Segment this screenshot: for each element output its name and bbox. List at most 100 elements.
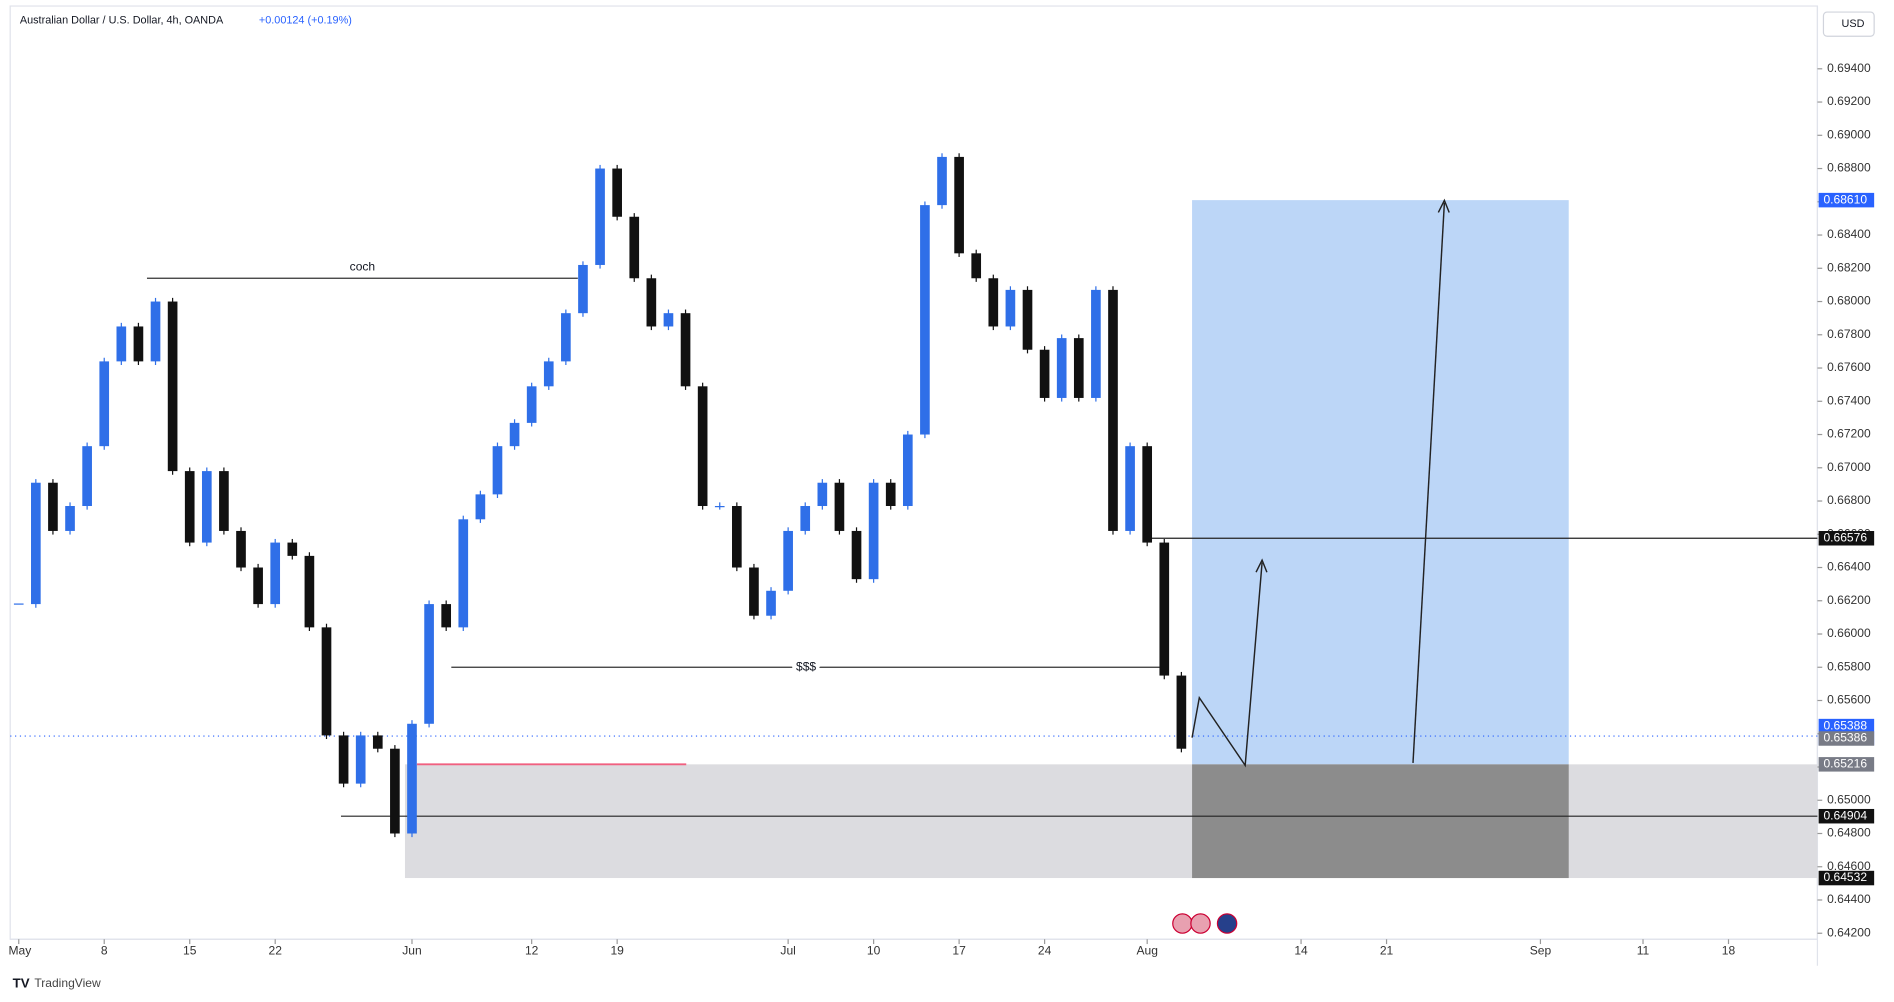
price-change: +0.00124 (+0.19%) (259, 14, 352, 26)
candle (355, 735, 366, 784)
x-tick-label: 14 (1294, 943, 1308, 957)
candle (937, 156, 947, 206)
price-tag-label: 0.65386 (1823, 731, 1867, 745)
candle (338, 735, 349, 784)
candle (629, 216, 640, 279)
candle (817, 482, 828, 507)
event-icons (1172, 913, 1238, 934)
candle (1091, 289, 1101, 398)
arrow-head (1437, 198, 1450, 213)
candle (1056, 338, 1067, 398)
y-tick-label: 0.65000 (1827, 792, 1871, 806)
candle (543, 361, 554, 387)
candle (920, 205, 930, 435)
annotation-label: $$$ (796, 659, 816, 673)
candle (133, 326, 144, 362)
price-tag (1818, 808, 1875, 824)
candle (441, 604, 452, 628)
y-tick-label: 0.68800 (1827, 161, 1871, 175)
x-tick-label: 21 (1380, 943, 1394, 957)
y-tick-label: 0.68000 (1827, 294, 1871, 308)
event-icon[interactable] (1216, 913, 1238, 934)
candle (1108, 289, 1118, 531)
arrow-path (1412, 202, 1446, 764)
y-tick-label: 0.67200 (1827, 427, 1871, 441)
candle (663, 313, 674, 327)
y-tick-label: 0.66800 (1827, 493, 1871, 507)
price-tag (1818, 731, 1875, 746)
candle (287, 542, 298, 556)
candle (714, 506, 725, 508)
candle (1142, 446, 1153, 543)
price-tag-label: 0.64904 (1823, 808, 1867, 822)
price-tag-label: 0.65388 (1823, 718, 1867, 732)
event-icon[interactable] (1172, 913, 1193, 934)
candle (646, 278, 657, 327)
candle (697, 386, 708, 507)
candle (65, 506, 75, 531)
candle (167, 301, 178, 472)
candle (851, 530, 862, 580)
candle (971, 253, 982, 279)
candles (13, 153, 1187, 838)
price-tag (1818, 870, 1875, 886)
x-tick-label: Jun (402, 943, 421, 957)
candle (321, 627, 332, 736)
candle (680, 313, 691, 387)
y-tick-label: 0.69200 (1827, 94, 1871, 108)
x-tick-label: Jul (780, 943, 795, 957)
candle (509, 422, 520, 447)
x-tick-label: 8 (101, 943, 108, 957)
brand-logo: TV (13, 975, 30, 990)
x-tick-label: 18 (1722, 943, 1736, 957)
candle (236, 530, 246, 568)
candle (184, 471, 195, 543)
candle (492, 446, 503, 495)
y-tick-label: 0.64200 (1827, 925, 1871, 939)
y-tick-label: 0.64400 (1827, 892, 1871, 906)
price-tag-label: 0.68610 (1823, 192, 1867, 206)
candle (1022, 289, 1033, 350)
candle (1039, 349, 1050, 398)
y-tick-label: 0.69400 (1827, 61, 1871, 75)
candle (954, 156, 964, 254)
candle (1176, 675, 1187, 749)
candle (834, 482, 845, 531)
candle (99, 361, 110, 447)
candle (561, 313, 571, 362)
price-tag-label: 0.65216 (1823, 757, 1867, 771)
y-tick-label: 0.64600 (1827, 859, 1871, 873)
zones: coch $$$ (10, 200, 1818, 879)
event-icon[interactable] (1190, 913, 1211, 934)
price-tag-label: 0.66576 (1823, 530, 1867, 544)
arrow-path (1191, 562, 1263, 768)
candle (749, 567, 759, 616)
candle (1073, 338, 1084, 398)
candle (1159, 542, 1170, 676)
y-tick-label: 0.65600 (1827, 693, 1871, 707)
candle (902, 434, 913, 507)
y-tick-label: 0.67400 (1827, 393, 1871, 407)
y-tick-label: 0.67800 (1827, 327, 1871, 341)
demand-zone (404, 764, 1818, 879)
x-tick-label: 10 (867, 943, 881, 957)
x-tick-label: May (8, 943, 31, 957)
x-tick-label: 12 (525, 943, 539, 957)
price-tag (1818, 531, 1875, 546)
candle (1125, 446, 1135, 531)
y-tick-label: 0.69000 (1827, 127, 1871, 141)
candle (766, 590, 776, 616)
candle (475, 494, 486, 520)
target-box (1192, 200, 1569, 765)
currency[interactable]: USD (1842, 18, 1865, 30)
annotation-label: coch (350, 260, 375, 274)
candle (219, 471, 229, 531)
candle (390, 748, 400, 834)
y-tick-label: 0.67600 (1827, 360, 1871, 374)
candle (407, 723, 417, 834)
currency-button[interactable] (1822, 11, 1875, 37)
candle (783, 530, 793, 591)
stop-box (1192, 764, 1569, 879)
candle (116, 326, 127, 362)
